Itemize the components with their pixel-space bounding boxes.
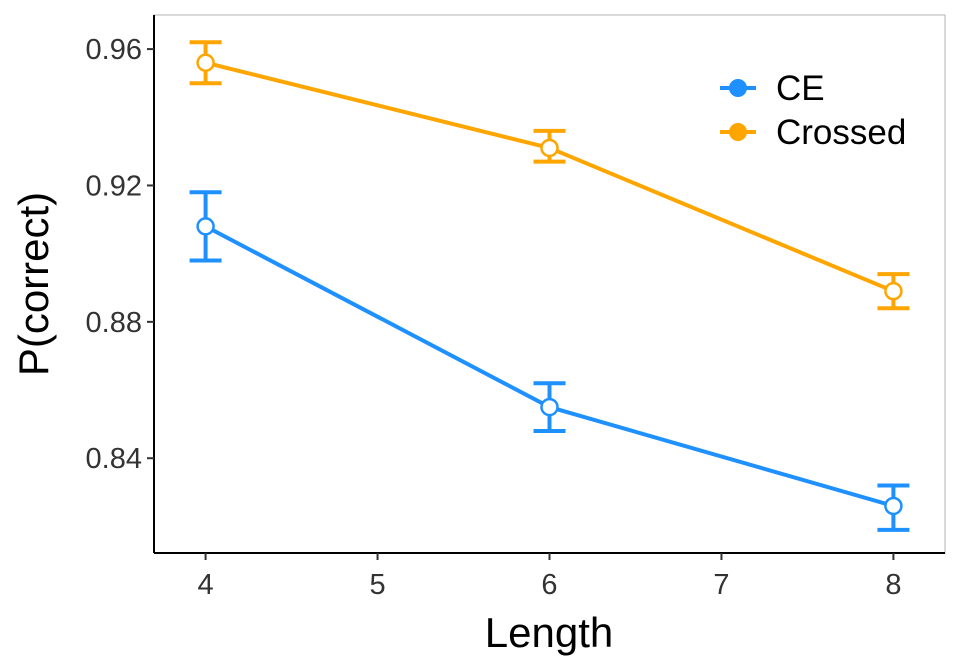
data-point-crossed [884,281,903,301]
y-tick-label: 0.96 [86,34,142,66]
data-point-crossed [540,138,559,158]
x-tick-label: 5 [369,569,385,601]
legend-item-ce: CE [720,69,825,108]
x-axis-title: Length [485,609,613,656]
x-tick-label: 7 [713,569,729,601]
legend-item-crossed: Crossed [720,113,906,152]
y-tick-label: 0.92 [86,170,142,202]
legend-label: CE [776,69,825,108]
legend: CE Crossed [720,69,906,152]
data-point-ce [884,496,903,516]
data-point-ce [196,217,215,236]
y-tick-label: 0.84 [86,443,142,475]
legend-key-dot [729,79,747,97]
tick-layer: 4 5 6 7 8 0.84 0.88 0.92 0.96 [86,34,902,601]
plot-panel-border [153,14,946,554]
legend-label: Crossed [776,113,906,152]
x-tick-label: 8 [885,569,901,601]
y-tick-label: 0.88 [86,307,142,339]
data-point-ce [540,397,559,417]
data-point-crossed [196,53,215,72]
series-crossed [189,40,910,311]
x-tick-label: 4 [198,569,214,601]
series-ce [189,190,910,532]
legend-key-dot [729,123,747,141]
x-tick-label: 6 [541,569,557,601]
series-layer [189,40,910,532]
series-line-ce [204,224,894,508]
y-axis-title: P(correct) [10,192,57,376]
